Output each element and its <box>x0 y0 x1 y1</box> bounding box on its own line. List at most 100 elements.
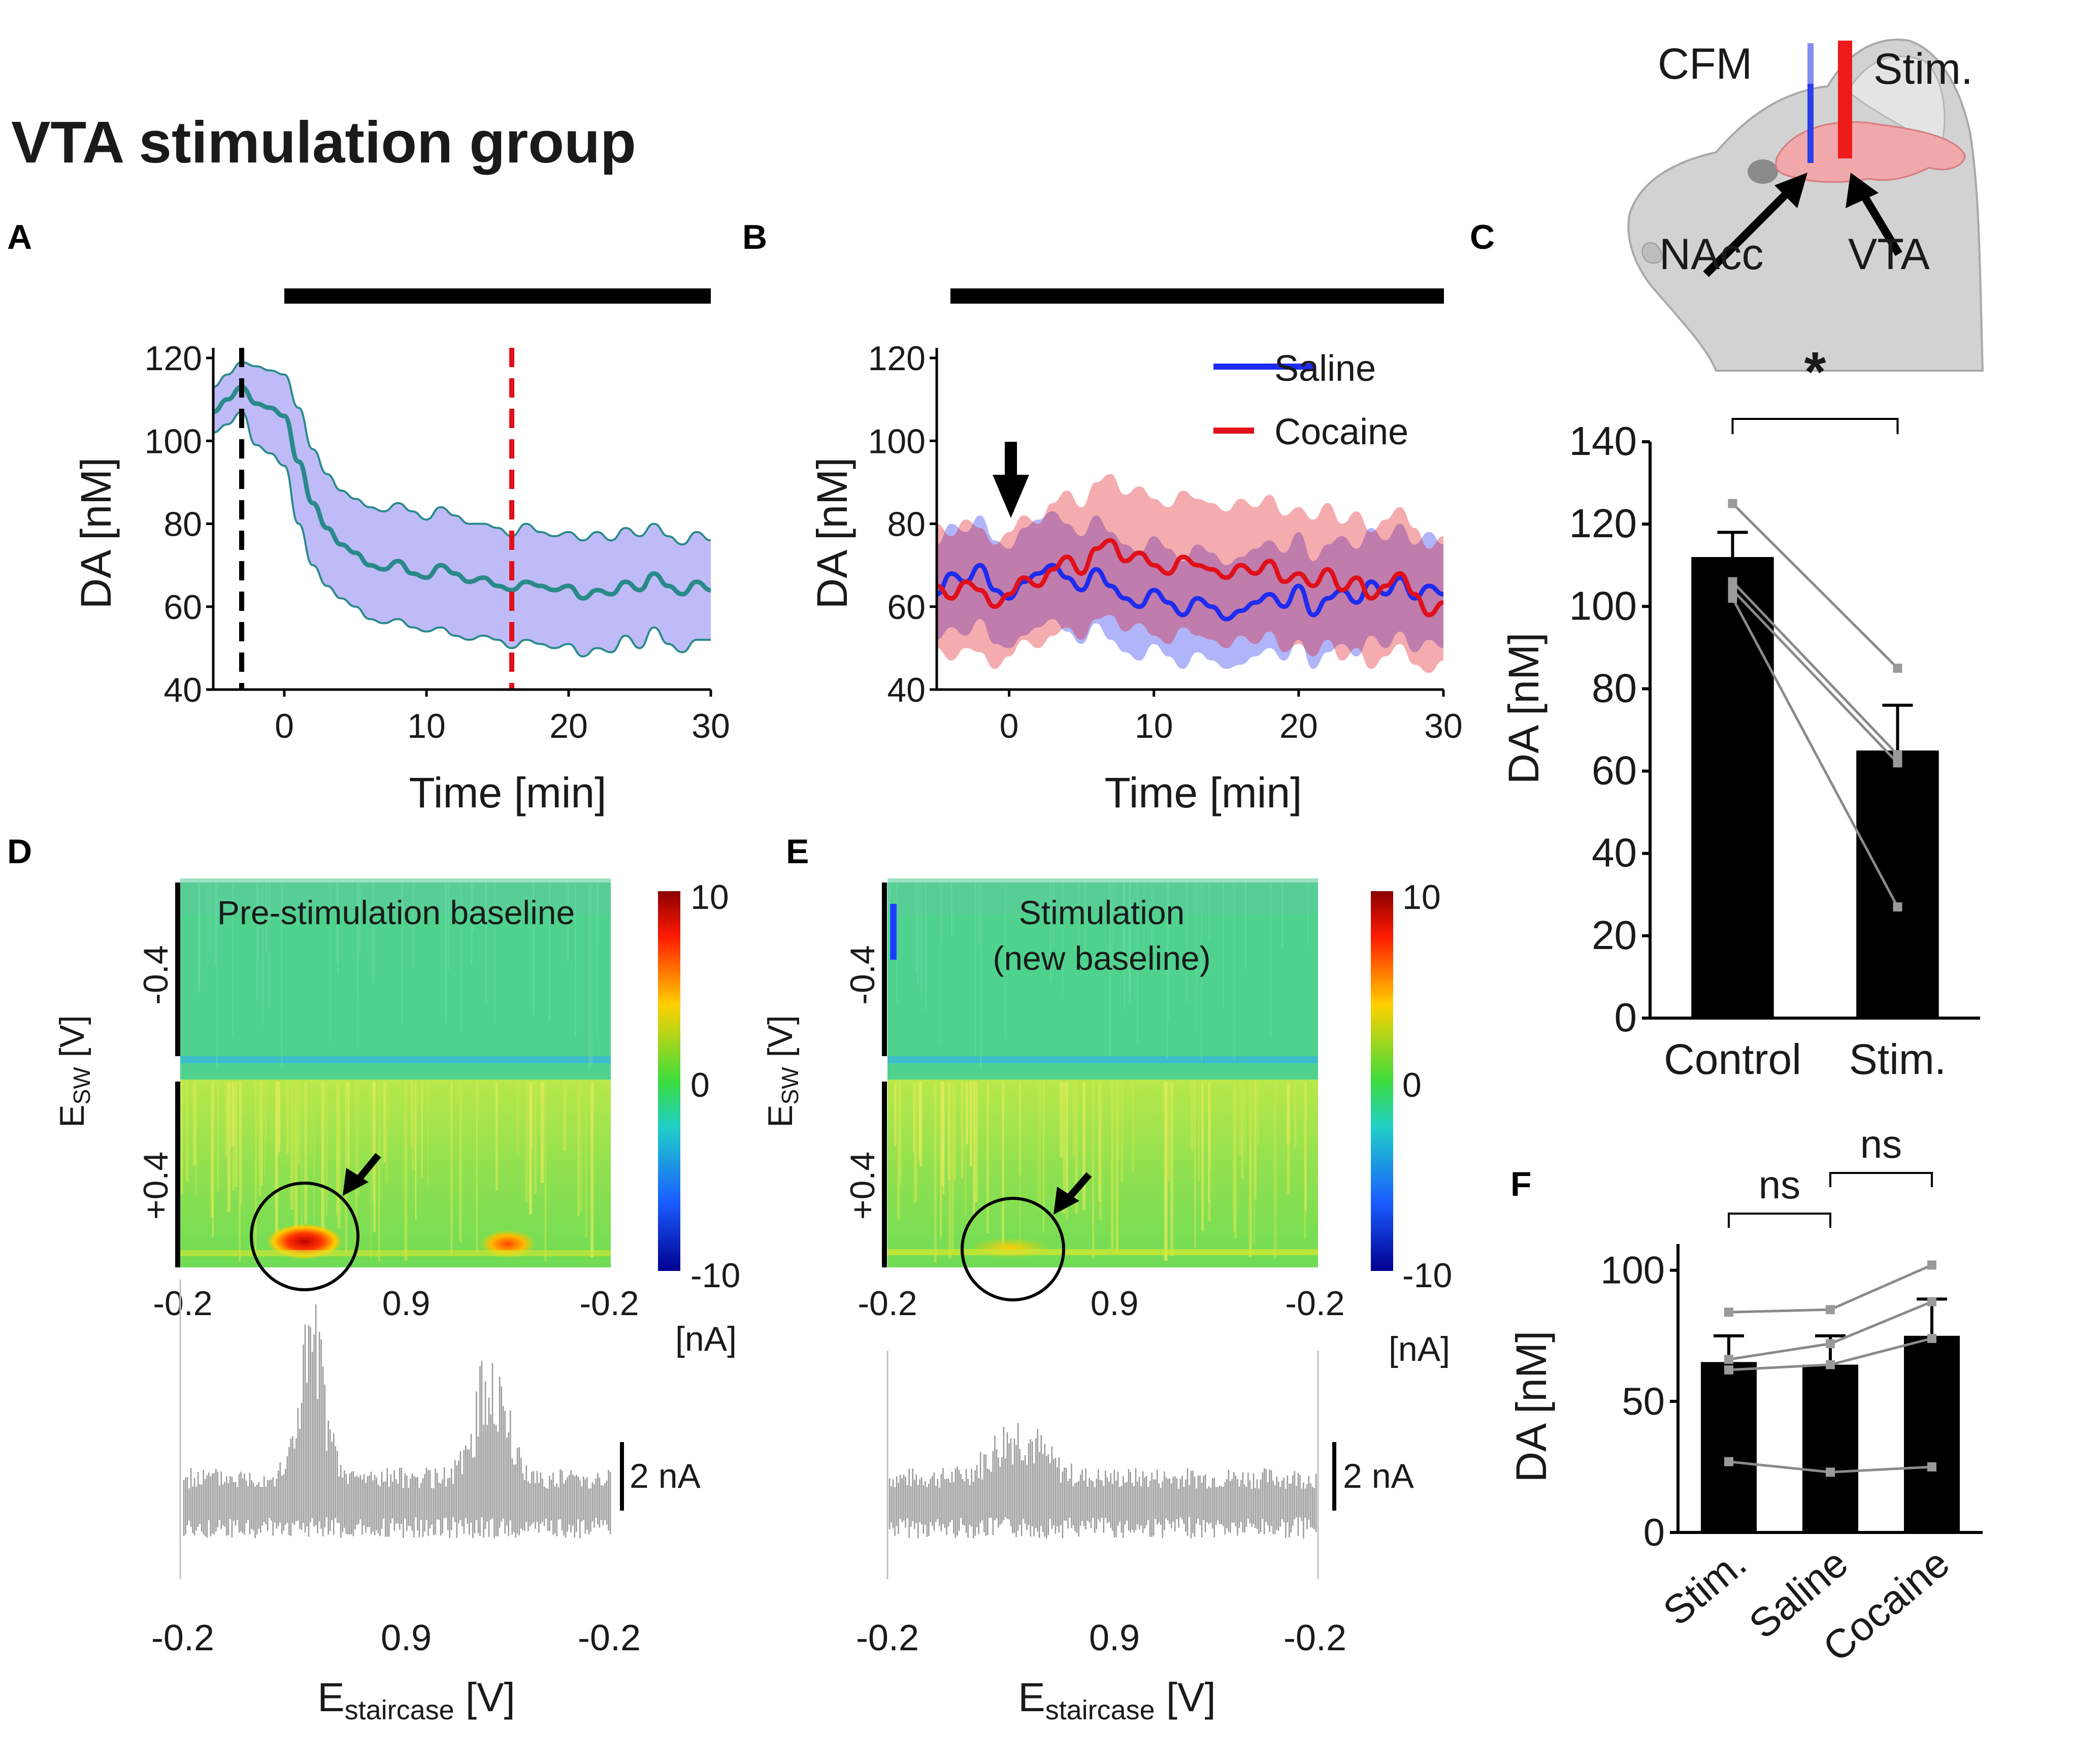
panel-e-heatmap: Stimulation (new baseline) -0.4 +0.4 ESW… <box>761 878 1452 1725</box>
stripe <box>974 1082 978 1202</box>
stripe <box>1129 883 1131 999</box>
panel-d-cbar-mid: 0 <box>690 1066 710 1104</box>
stripe <box>385 1082 388 1184</box>
panel-b-injection-bar <box>950 288 1444 304</box>
stripe <box>577 1082 580 1216</box>
stripe <box>1194 1082 1196 1248</box>
stripe <box>413 883 415 968</box>
stripe <box>286 1082 289 1153</box>
vta-arrow <box>1857 188 1902 256</box>
stripe <box>264 1082 266 1177</box>
paired-point <box>1893 663 1902 673</box>
stripe <box>1164 1082 1168 1261</box>
paired-point <box>1927 1260 1936 1270</box>
panel-c-plot: 0 20 40 60 80 100 120 140 Control Stim. * <box>1569 341 1980 1083</box>
stripe <box>1111 1082 1114 1249</box>
stripe <box>974 883 976 1056</box>
panel-d-stripes <box>181 883 599 1262</box>
panel-d-xlabel: Estaircase [V] <box>317 1675 515 1725</box>
category-label: Control <box>1664 1035 1801 1083</box>
paired-line <box>1731 589 1899 764</box>
panel-e-peak-circle <box>961 1197 1065 1301</box>
stripe <box>1245 883 1246 969</box>
stripe <box>411 1082 413 1148</box>
panel-e-subtitle: (new baseline) <box>993 939 1210 977</box>
x-tick-label: 30 <box>692 707 730 745</box>
stripe <box>899 1082 902 1185</box>
stripe <box>240 1082 242 1204</box>
stripe <box>207 883 209 966</box>
panel-e-switch-band <box>887 1056 1318 1063</box>
stripe <box>415 1082 417 1220</box>
stripe <box>896 883 898 1002</box>
x-tick-label: 0 <box>275 707 294 745</box>
stripe <box>337 1082 341 1229</box>
stripe <box>544 1082 546 1261</box>
stripe <box>412 1082 416 1170</box>
panel-e-cbar-min: -10 <box>1402 1256 1452 1295</box>
stripe <box>533 883 535 1016</box>
stripe <box>181 1082 183 1194</box>
panel-d-trace <box>183 1304 611 1539</box>
stripe <box>973 1082 975 1219</box>
bar-cocaine <box>1904 1335 1960 1532</box>
stripe <box>1043 1082 1044 1232</box>
paired-line <box>1731 502 1899 669</box>
y-tick-label: 0 <box>1615 995 1637 1040</box>
stripe <box>1143 883 1145 952</box>
y-tick-label: 40 <box>1592 830 1637 875</box>
panel-e-cbar-max: 10 <box>1402 878 1441 917</box>
stripe <box>231 1082 235 1147</box>
stripe <box>1115 1082 1118 1253</box>
paired-point <box>1728 577 1737 586</box>
rat-schematic: CFM Stim. NAcc VTA <box>1627 39 1984 372</box>
stripe <box>1191 1082 1195 1151</box>
stripe <box>1060 1082 1063 1158</box>
stripe <box>1307 883 1309 946</box>
nacc-label: NAcc <box>1659 230 1763 279</box>
panel-a-ylabel: DA [nM] <box>72 458 120 609</box>
panel-c-ylabel: DA [nM] <box>1500 633 1548 785</box>
stripe <box>889 883 891 960</box>
x-tick-label: 20 <box>549 707 588 745</box>
stripe <box>1098 1082 1102 1221</box>
panel-e-colorbar <box>1371 891 1393 1271</box>
stripe <box>597 883 599 943</box>
paired-point <box>1728 594 1737 603</box>
bar-stim <box>1701 1362 1757 1532</box>
paired-point <box>1927 1462 1936 1472</box>
rat-nose-icon <box>1641 242 1663 264</box>
stripe <box>563 1082 567 1151</box>
y-tick-label: 120 <box>145 339 202 378</box>
nacc-arrow <box>1703 185 1795 277</box>
panel-d-peak-circle <box>250 1182 359 1291</box>
significance-label-1: ns <box>1759 1162 1800 1207</box>
series-upper-edge <box>213 361 711 546</box>
paired-point <box>1826 1339 1835 1349</box>
series-line-cocaine <box>936 538 1444 617</box>
panel-e-stripes <box>889 883 1309 1263</box>
paired-point <box>1724 1457 1733 1466</box>
stripe <box>952 1082 956 1181</box>
stripe <box>920 883 922 999</box>
panel-d-lower-field <box>180 1080 611 1267</box>
stripe <box>548 883 550 1021</box>
paired-point <box>1893 750 1902 760</box>
stim-electrode <box>1838 41 1852 158</box>
series-band-mean <box>213 362 711 657</box>
stripe <box>1234 1082 1237 1239</box>
cfm-label: CFM <box>1658 40 1752 88</box>
stripe <box>1209 1082 1211 1169</box>
stripe <box>590 1082 594 1258</box>
stripe <box>1151 883 1153 954</box>
panel-e-trace <box>889 1423 1317 1539</box>
paired-point <box>1826 1360 1835 1369</box>
category-label: Stim. <box>1849 1035 1946 1083</box>
stripe <box>1124 883 1126 1010</box>
panel-label-f: F <box>1510 1165 1532 1203</box>
stripe <box>227 1082 231 1212</box>
panel-d-ytick-neg: -0.4 <box>137 945 175 1004</box>
y-tick-label: 120 <box>868 339 926 378</box>
stripe <box>313 1082 315 1244</box>
series-band-cocaine <box>937 474 1443 673</box>
